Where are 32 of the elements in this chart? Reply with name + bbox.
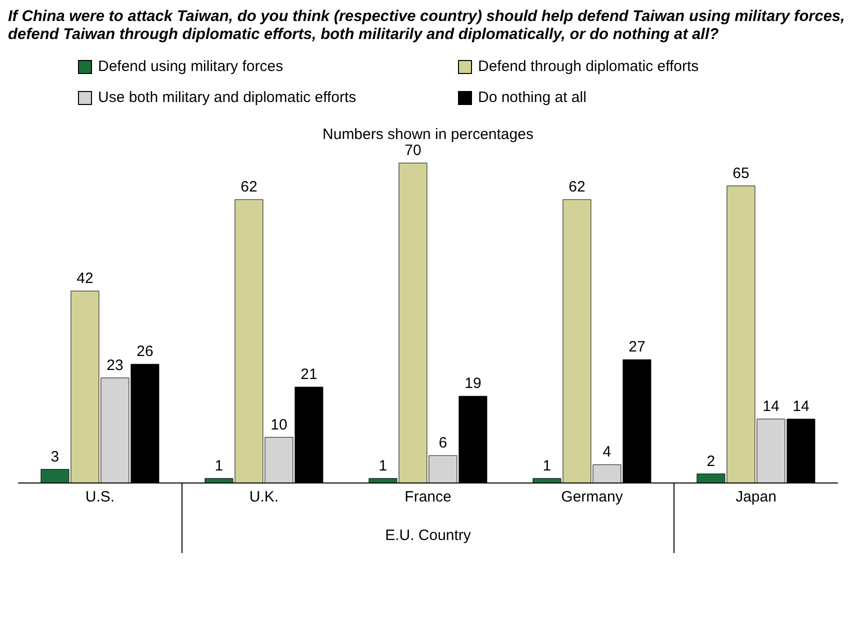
data-label: 10 [270,416,288,434]
data-label: 27 [628,338,646,356]
legend-label: Defend through diplomatic efforts [477,58,700,75]
data-label: 62 [568,178,586,196]
data-label: 70 [404,142,422,159]
chart-subtitle: Numbers shown in percentages [322,126,534,143]
data-label: 26 [136,343,154,360]
data-label: 4 [602,444,612,461]
legend-label: Do nothing at all [477,89,588,106]
x-tick-label: France [404,488,452,506]
legend-label: Defend using military forces [97,58,284,75]
x-axis-title: E.U. Country [384,527,472,544]
x-tick-label: Germany [561,488,624,506]
x-tick-label: Japan [736,488,776,506]
data-label: 1 [214,457,224,474]
data-label: 2 [706,452,716,470]
data-label: 14 [762,398,780,415]
data-label: 42 [76,270,94,287]
data-label: 21 [300,366,318,383]
x-tick-label: U.S. [85,488,115,506]
x-tick-label: U.K. [249,488,279,506]
data-label: 1 [542,457,552,474]
data-label: 65 [732,164,750,182]
data-label: 62 [240,178,258,196]
legend-label: Use both military and diplomatic efforts [97,89,358,106]
data-label: 1 [378,457,388,474]
data-label: 14 [792,398,810,415]
data-label: 6 [438,434,448,452]
data-label: 19 [464,375,482,392]
data-label: 3 [50,448,60,466]
chart-title: If China were to attack Taiwan, do you think (respective country) should help defend Taiwan using military forces, defend Taiwan through diplomatic efforts, both militarily and diplomatically, or do nothing at all? [8,8,846,44]
data-label: 23 [106,356,124,374]
